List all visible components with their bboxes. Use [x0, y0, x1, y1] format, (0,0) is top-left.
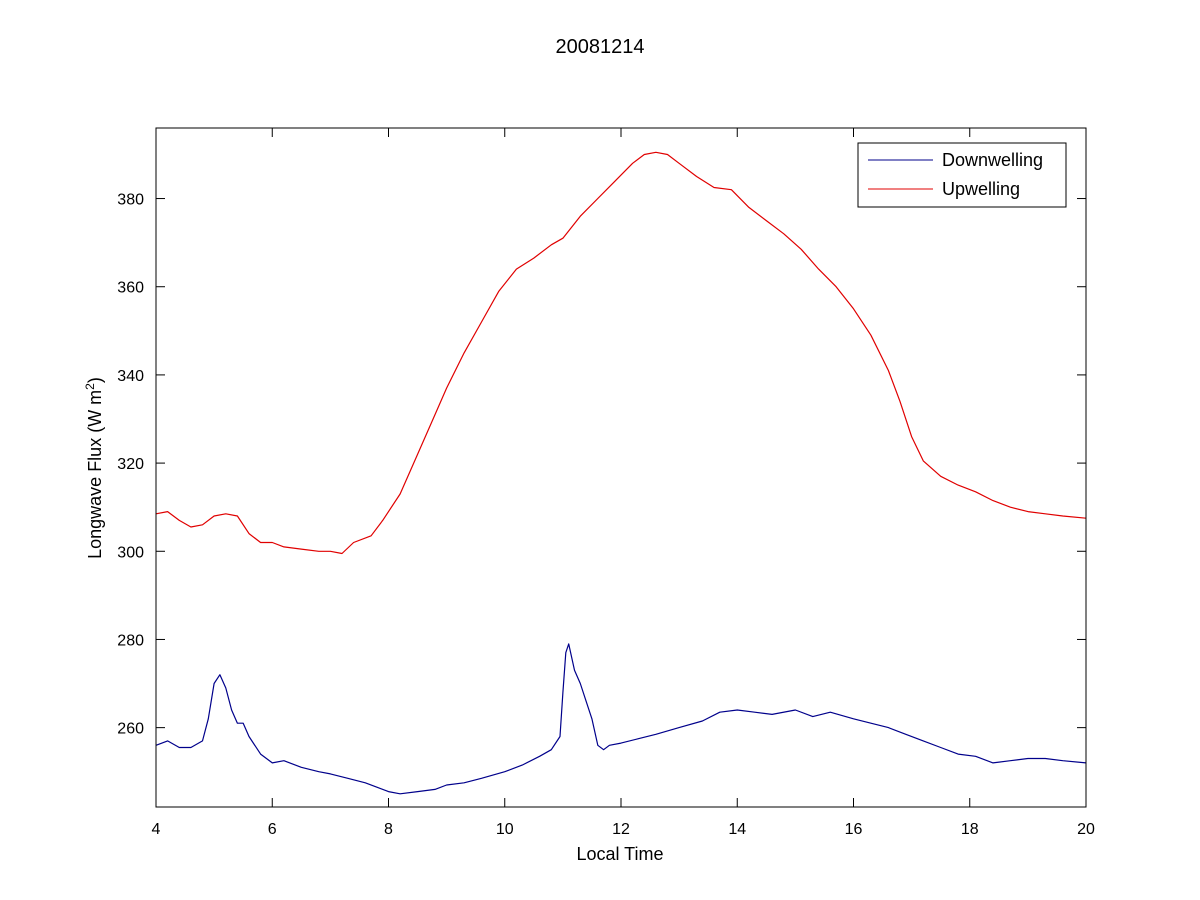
- y-axis-label-main: Longwave Flux (W m: [85, 390, 105, 559]
- y-axis-label-sup: 2: [83, 383, 97, 390]
- series-line-upwelling: [155, 151, 1087, 555]
- y-tick-label: 260: [117, 721, 144, 738]
- chart-title: 20081214: [556, 36, 645, 58]
- y-tick-label: 280: [117, 632, 144, 649]
- series-line-downwelling: [155, 643, 1087, 795]
- x-tick-label: 6: [268, 821, 277, 838]
- x-axis: 4 6 8 10 12 14 16 18 20: [152, 128, 1095, 838]
- y-tick-label: 300: [117, 544, 144, 561]
- x-tick-label: 18: [961, 821, 979, 838]
- legend-label-downwelling: Downwelling: [942, 150, 1043, 170]
- x-axis-label: Local Time: [576, 844, 663, 864]
- x-tick-label: 12: [612, 821, 630, 838]
- legend-box: [857, 142, 1067, 208]
- legend-label-upwelling: Upwelling: [942, 179, 1020, 199]
- y-tick-label: 380: [117, 192, 144, 209]
- y-tick-label: 360: [117, 280, 144, 297]
- x-tick-label: 10: [496, 821, 514, 838]
- x-tick-label: 4: [152, 821, 161, 838]
- x-tick-label: 16: [845, 821, 863, 838]
- y-tick-label: 340: [117, 368, 144, 385]
- plot-frame: [155, 127, 1087, 808]
- y-axis-label: Longwave Flux (W m2): [83, 377, 105, 559]
- y-axis: 260 280 300 320 340 360 380: [117, 192, 1086, 738]
- y-tick-label: 320: [117, 456, 144, 473]
- y-axis-label-end: ): [85, 377, 105, 383]
- x-tick-label: 14: [728, 821, 746, 838]
- plot-lines: [155, 151, 1087, 795]
- x-tick-label: 20: [1077, 821, 1095, 838]
- legend: Downwelling Upwelling: [857, 142, 1067, 208]
- x-tick-label: 8: [384, 821, 393, 838]
